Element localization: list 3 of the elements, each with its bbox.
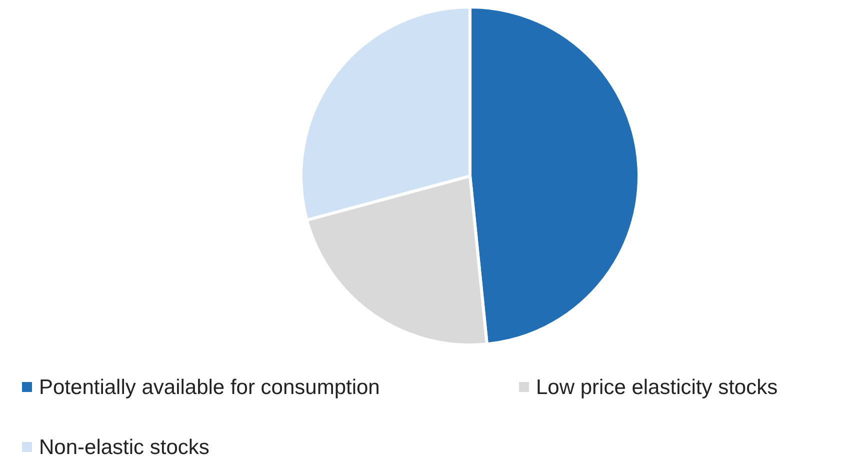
legend-label: Potentially available for consumption bbox=[39, 376, 380, 399]
legend-label: Low price elasticity stocks bbox=[536, 376, 778, 399]
legend-label: Non-elastic stocks bbox=[39, 436, 210, 459]
